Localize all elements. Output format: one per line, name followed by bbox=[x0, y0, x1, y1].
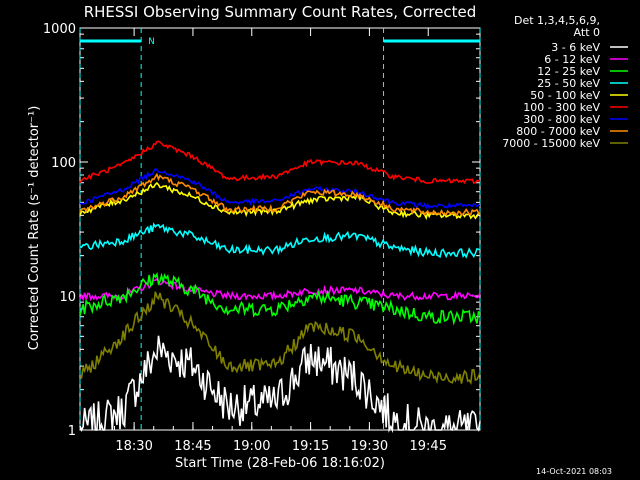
plot-frame bbox=[79, 27, 481, 431]
legend-header-line: Att 0 bbox=[574, 26, 600, 39]
night-marker-label: N bbox=[148, 37, 155, 47]
series-line bbox=[79, 277, 481, 302]
series-line bbox=[79, 140, 481, 185]
y-tick-label: 10 bbox=[59, 290, 76, 305]
legend-item-label: 100 - 300 keV bbox=[523, 101, 600, 114]
legend-item-label: 800 - 7000 keV bbox=[516, 125, 600, 138]
y-tick-label: 1000 bbox=[43, 22, 76, 37]
legend-item-label: 7000 - 15000 keV bbox=[502, 137, 600, 150]
series-line bbox=[79, 172, 481, 217]
series-line bbox=[79, 222, 481, 259]
plot-area: 1 10 100 1000 18:30 18:45 19:00 19:15 19:30 19:45… bbox=[43, 22, 481, 454]
x-tick-label: 18:30 bbox=[115, 439, 152, 454]
x-tick-label: 19:00 bbox=[233, 439, 270, 454]
x-axis-label: Start Time (28-Feb-06 18:16:02) bbox=[175, 456, 385, 471]
series-line bbox=[79, 335, 481, 434]
legend-item-label: 12 - 25 keV bbox=[537, 65, 600, 78]
y-axis-label: Corrected Count Rate (s⁻¹ detector⁻¹) bbox=[27, 106, 42, 351]
x-tick-label: 19:15 bbox=[292, 439, 329, 454]
chart-title: RHESSI Observing Summary Count Rates, Co… bbox=[84, 3, 477, 21]
x-tick-label: 19:30 bbox=[351, 439, 388, 454]
legend-item-label: 3 - 6 keV bbox=[551, 41, 600, 54]
legend-item-label: 25 - 50 keV bbox=[537, 77, 600, 90]
y-tick-label: 1 bbox=[68, 424, 76, 439]
footer-date: 14-Oct-2021 08:03 bbox=[536, 467, 612, 476]
series-line bbox=[79, 167, 481, 210]
legend-item-label: 6 - 12 keV bbox=[544, 53, 600, 66]
series-line bbox=[79, 291, 481, 385]
legend-header-line: Det 1,3,4,5,6,9, bbox=[514, 14, 600, 27]
y-tick-label: 100 bbox=[51, 156, 76, 171]
x-tick-label: 19:45 bbox=[410, 439, 447, 454]
series-line bbox=[79, 271, 481, 326]
x-tick-label: 18:45 bbox=[174, 439, 211, 454]
legend-item-label: 300 - 800 keV bbox=[523, 113, 600, 126]
legend-item-label: 50 - 100 keV bbox=[530, 89, 600, 102]
